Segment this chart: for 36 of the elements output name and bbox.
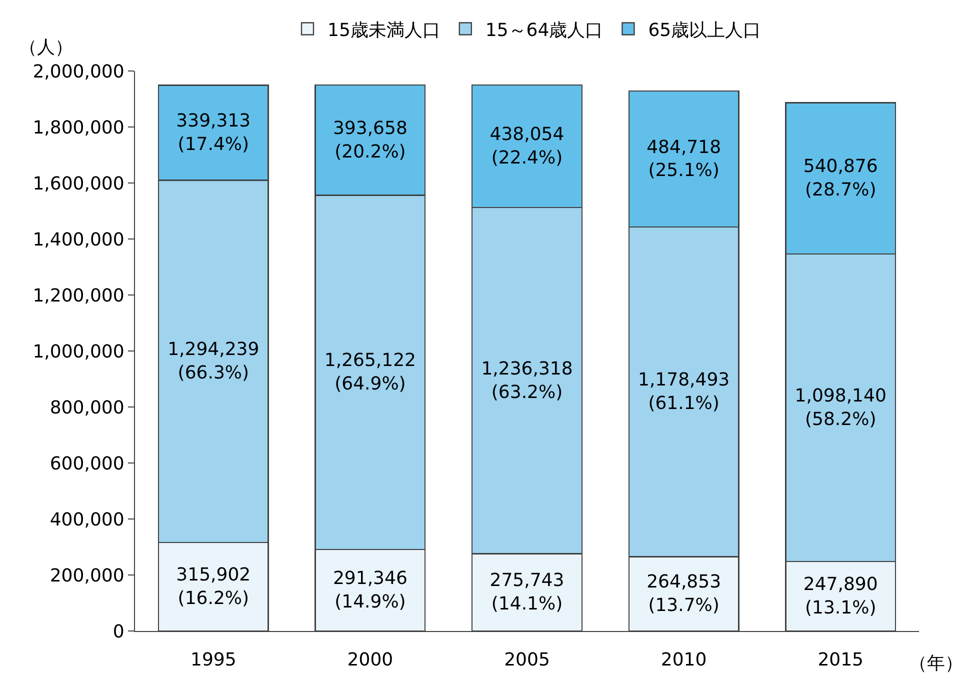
y-tick-label: 1,000,000 (32, 341, 124, 362)
y-axis-title: （人） (19, 37, 73, 58)
data-label: 291,346 (14.9%) (332, 568, 408, 612)
data-label: 275,743 (14.1%) (490, 570, 564, 615)
x-tick-label: 2015 (818, 650, 864, 671)
data-label: 438,054 (22.4%) (490, 124, 564, 168)
data-label: 247,890 (13.1%) (803, 574, 878, 618)
x-tick-label: 1995 (190, 650, 236, 671)
data-label: 315,902 (16.2%) (176, 564, 251, 609)
y-tick-label: 600,000 (50, 453, 124, 474)
y-tick-label: 1,400,000 (32, 229, 124, 250)
y-tick-label: 200,000 (50, 565, 124, 586)
data-label: 1,236,318 (63.2%) (481, 358, 573, 403)
y-tick-label: 800,000 (50, 397, 124, 418)
legend-label: 15～64歳人口 (485, 20, 604, 41)
data-label: 1,098,140 (58.2%) (794, 386, 886, 430)
data-label: 540,876 (28.7%) (803, 156, 878, 201)
y-tick-label: 2,000,000 (32, 61, 124, 82)
y-tick-label: 1,800,000 (32, 117, 124, 138)
data-label: 484,718 (25.1%) (646, 136, 722, 182)
x-tick-label: 2010 (660, 650, 707, 671)
x-tick-label: 2000 (347, 650, 394, 671)
y-tick-label: 1,600,000 (32, 173, 124, 194)
data-label: 264,853 (13.7%) (646, 572, 722, 616)
y-tick-label: 1,200,000 (32, 285, 124, 306)
y-tick-label: 400,000 (50, 509, 124, 530)
data-label: 1,294,239 (66.3%) (168, 339, 260, 384)
data-label: 1,265,122 (64.9%) (324, 350, 416, 395)
legend-label: 15歳未満人口 (328, 20, 440, 41)
x-tick-label: 2005 (504, 650, 550, 671)
x-axis-title: （年） (909, 653, 963, 674)
legend-label: 65歳以上人口 (648, 20, 762, 41)
data-label: 393,658 (20.2%) (332, 118, 408, 162)
data-label: 1,178,493 (61.1%) (638, 370, 730, 414)
data-label: 339,313 (17.4%) (176, 110, 251, 155)
y-tick-label: 0 (112, 621, 124, 642)
